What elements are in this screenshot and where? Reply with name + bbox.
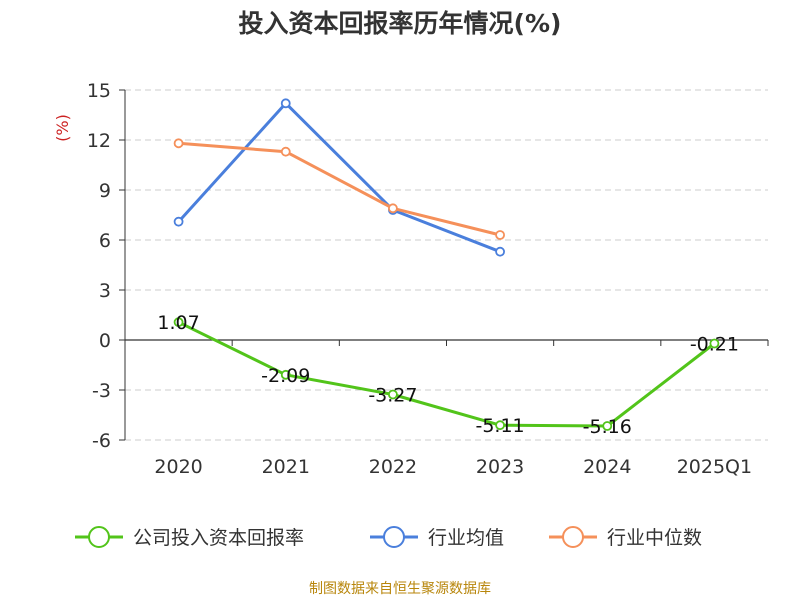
series-line-2	[178, 141, 501, 237]
legend: 公司投入资本回报率 行业均值 行业中位数	[75, 526, 702, 549]
series-line-0	[177, 320, 716, 428]
chart-title: 投入资本回报率历年情况(%)	[238, 9, 562, 38]
legend-label: 行业均值	[428, 527, 504, 549]
x-tick-label: 2022	[369, 456, 417, 478]
data-point	[173, 317, 184, 328]
legend-marker	[562, 526, 584, 548]
y-tick-label: 12	[87, 130, 111, 152]
data-point	[495, 246, 505, 257]
source-footer: 制图数据来自恒生聚源数据库	[309, 581, 491, 597]
axis-layer: 15 12 9 6 3 0 -3 -6 2020 2021 2022 2023 2024 2025Q1	[87, 80, 769, 478]
data-point	[280, 146, 291, 157]
y-tick-label: 9	[99, 180, 111, 202]
series-layer	[173, 98, 720, 431]
x-tick-label: 2023	[476, 456, 524, 478]
y-tick-label: -6	[92, 430, 111, 452]
data-label: -3.27	[368, 385, 417, 407]
data-point	[602, 421, 613, 431]
y-tick-label: 3	[99, 280, 111, 302]
legend-item-0: 公司投入资本回报率	[75, 526, 304, 549]
x-tick-label: 2024	[583, 456, 631, 478]
data-label: 1.07	[157, 312, 199, 334]
data-point	[173, 138, 184, 149]
legend-marker	[88, 526, 110, 548]
legend-marker	[383, 526, 405, 548]
data-point	[495, 230, 505, 240]
data-point	[173, 216, 184, 227]
y-tick-label: 0	[99, 330, 111, 352]
data-label: -5.11	[475, 415, 524, 437]
y-tick-label: 15	[87, 80, 111, 102]
series-line-1	[177, 101, 501, 254]
legend-label: 行业中位数	[607, 527, 702, 549]
legend-item-1: 行业均值	[370, 526, 504, 549]
data-label: -0.21	[690, 334, 739, 356]
y-axis-unit-label: (%)	[53, 114, 72, 142]
y-tick-label: -3	[92, 380, 111, 402]
data-label: -5.16	[583, 416, 632, 438]
data-label: -2.09	[261, 365, 310, 387]
legend-label: 公司投入资本回报率	[133, 527, 304, 549]
x-tick-label: 2020	[154, 456, 202, 478]
data-point	[280, 369, 291, 380]
data-point	[388, 389, 398, 400]
grid-layer	[125, 89, 768, 441]
data-point	[280, 98, 291, 109]
data-label-layer: 1.07 -2.09 -3.27 -5.11 -5.16 -0.21	[157, 312, 739, 438]
x-tick-label: 2025Q1	[677, 456, 752, 478]
data-point	[388, 203, 398, 214]
y-tick-label: 6	[99, 230, 111, 252]
data-point	[495, 420, 505, 431]
x-tick-label: 2021	[262, 456, 310, 478]
legend-item-2: 行业中位数	[549, 526, 702, 549]
data-point	[709, 338, 720, 349]
